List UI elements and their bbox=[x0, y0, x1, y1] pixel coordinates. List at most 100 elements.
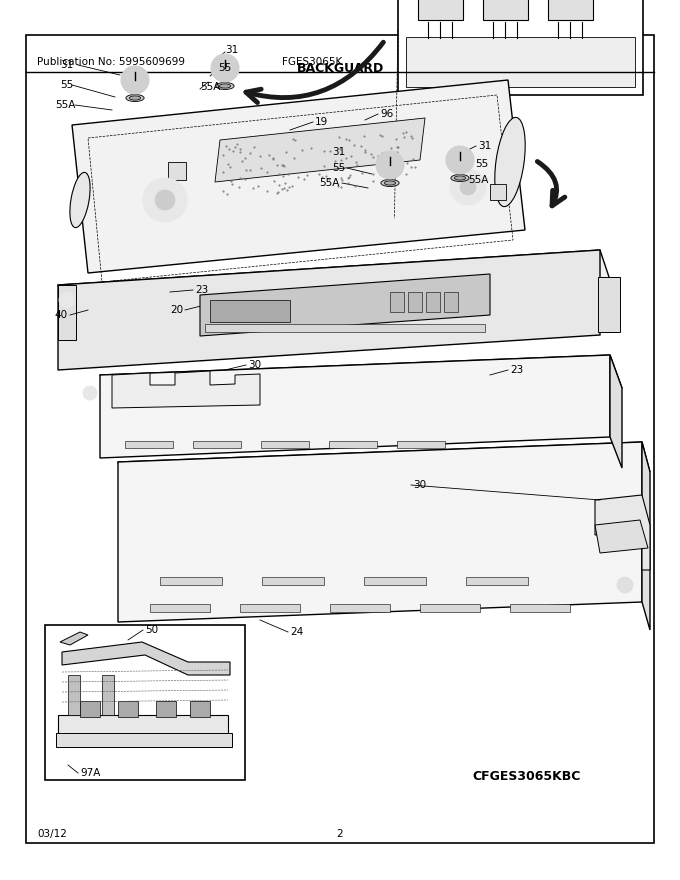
Text: 97A: 97A bbox=[80, 768, 101, 778]
Bar bbox=[488, 50, 530, 80]
Bar bbox=[125, 441, 173, 448]
Text: 50: 50 bbox=[145, 625, 158, 635]
Circle shape bbox=[460, 179, 476, 195]
Text: 55: 55 bbox=[60, 80, 73, 90]
Bar bbox=[426, 292, 440, 312]
Bar bbox=[406, 37, 635, 87]
Bar bbox=[598, 277, 620, 332]
Bar bbox=[261, 441, 309, 448]
Polygon shape bbox=[112, 371, 260, 408]
Bar bbox=[390, 292, 404, 312]
Circle shape bbox=[617, 577, 633, 593]
Bar bbox=[553, 50, 595, 80]
Circle shape bbox=[450, 169, 486, 205]
Text: 31: 31 bbox=[332, 147, 345, 157]
Bar bbox=[423, 50, 465, 80]
Text: 20: 20 bbox=[170, 305, 183, 315]
Text: 23: 23 bbox=[510, 365, 523, 375]
Polygon shape bbox=[100, 355, 610, 458]
Text: 55A: 55A bbox=[55, 100, 75, 110]
Circle shape bbox=[83, 386, 97, 400]
Ellipse shape bbox=[451, 174, 469, 181]
Polygon shape bbox=[100, 355, 622, 408]
Bar bbox=[329, 441, 377, 448]
Bar bbox=[510, 604, 570, 612]
Circle shape bbox=[155, 190, 175, 210]
Bar bbox=[45, 625, 245, 780]
Text: 55A: 55A bbox=[200, 82, 220, 92]
Bar bbox=[190, 701, 210, 717]
Ellipse shape bbox=[454, 176, 466, 180]
Bar bbox=[160, 577, 222, 585]
Polygon shape bbox=[642, 442, 650, 630]
Bar bbox=[156, 701, 176, 717]
Bar bbox=[240, 604, 300, 612]
Ellipse shape bbox=[495, 117, 525, 207]
Text: 23: 23 bbox=[195, 285, 208, 295]
Bar bbox=[408, 292, 422, 312]
Bar bbox=[210, 300, 290, 322]
Polygon shape bbox=[62, 642, 230, 675]
Bar bbox=[205, 324, 485, 332]
Circle shape bbox=[446, 146, 474, 174]
Ellipse shape bbox=[381, 180, 399, 187]
Polygon shape bbox=[58, 250, 620, 345]
Text: 30: 30 bbox=[413, 480, 426, 490]
Polygon shape bbox=[56, 733, 232, 747]
Bar bbox=[102, 675, 114, 715]
Ellipse shape bbox=[384, 181, 396, 185]
Polygon shape bbox=[595, 495, 650, 570]
Text: Publication No: 5995609699: Publication No: 5995609699 bbox=[37, 56, 186, 67]
Polygon shape bbox=[200, 274, 490, 336]
Bar bbox=[490, 184, 506, 200]
Polygon shape bbox=[72, 80, 525, 273]
Bar bbox=[193, 441, 241, 448]
Text: 96: 96 bbox=[380, 109, 393, 119]
Polygon shape bbox=[58, 250, 600, 370]
Bar bbox=[118, 701, 138, 717]
Polygon shape bbox=[215, 118, 425, 182]
Polygon shape bbox=[595, 520, 648, 553]
Text: 31: 31 bbox=[60, 60, 73, 70]
Text: 55A: 55A bbox=[320, 178, 340, 188]
Text: BACKGUARD: BACKGUARD bbox=[296, 62, 384, 75]
Text: FGES3065K: FGES3065K bbox=[282, 56, 343, 67]
Bar bbox=[68, 675, 80, 715]
Text: 30: 30 bbox=[248, 360, 261, 370]
FancyArrowPatch shape bbox=[246, 42, 384, 103]
Ellipse shape bbox=[220, 84, 231, 88]
Bar bbox=[418, 0, 463, 20]
Polygon shape bbox=[118, 442, 642, 622]
Text: 55: 55 bbox=[332, 163, 345, 173]
Text: 55: 55 bbox=[475, 159, 488, 169]
Circle shape bbox=[211, 54, 239, 82]
Ellipse shape bbox=[70, 172, 90, 228]
Text: 31: 31 bbox=[478, 141, 491, 151]
Text: 55A: 55A bbox=[468, 175, 488, 185]
Circle shape bbox=[376, 151, 404, 179]
Bar bbox=[168, 162, 186, 180]
Text: 03/12: 03/12 bbox=[37, 829, 67, 840]
Polygon shape bbox=[118, 442, 650, 492]
Circle shape bbox=[59, 292, 75, 308]
Text: CFGES3065KBC: CFGES3065KBC bbox=[473, 770, 581, 782]
Bar bbox=[420, 604, 480, 612]
Polygon shape bbox=[610, 355, 622, 468]
Circle shape bbox=[143, 178, 187, 222]
Bar bbox=[330, 604, 390, 612]
Polygon shape bbox=[60, 632, 88, 645]
Text: 40: 40 bbox=[54, 310, 67, 320]
Text: 2: 2 bbox=[337, 829, 343, 840]
Bar bbox=[80, 701, 100, 717]
Text: 24: 24 bbox=[290, 627, 303, 637]
Bar bbox=[150, 604, 210, 612]
Ellipse shape bbox=[216, 83, 234, 90]
Polygon shape bbox=[58, 715, 228, 735]
Bar bbox=[483, 0, 528, 20]
Bar bbox=[262, 577, 324, 585]
FancyArrowPatch shape bbox=[537, 162, 565, 206]
Text: 31: 31 bbox=[225, 45, 238, 55]
Bar bbox=[548, 0, 593, 20]
Circle shape bbox=[121, 66, 149, 94]
Bar bbox=[398, 0, 643, 95]
